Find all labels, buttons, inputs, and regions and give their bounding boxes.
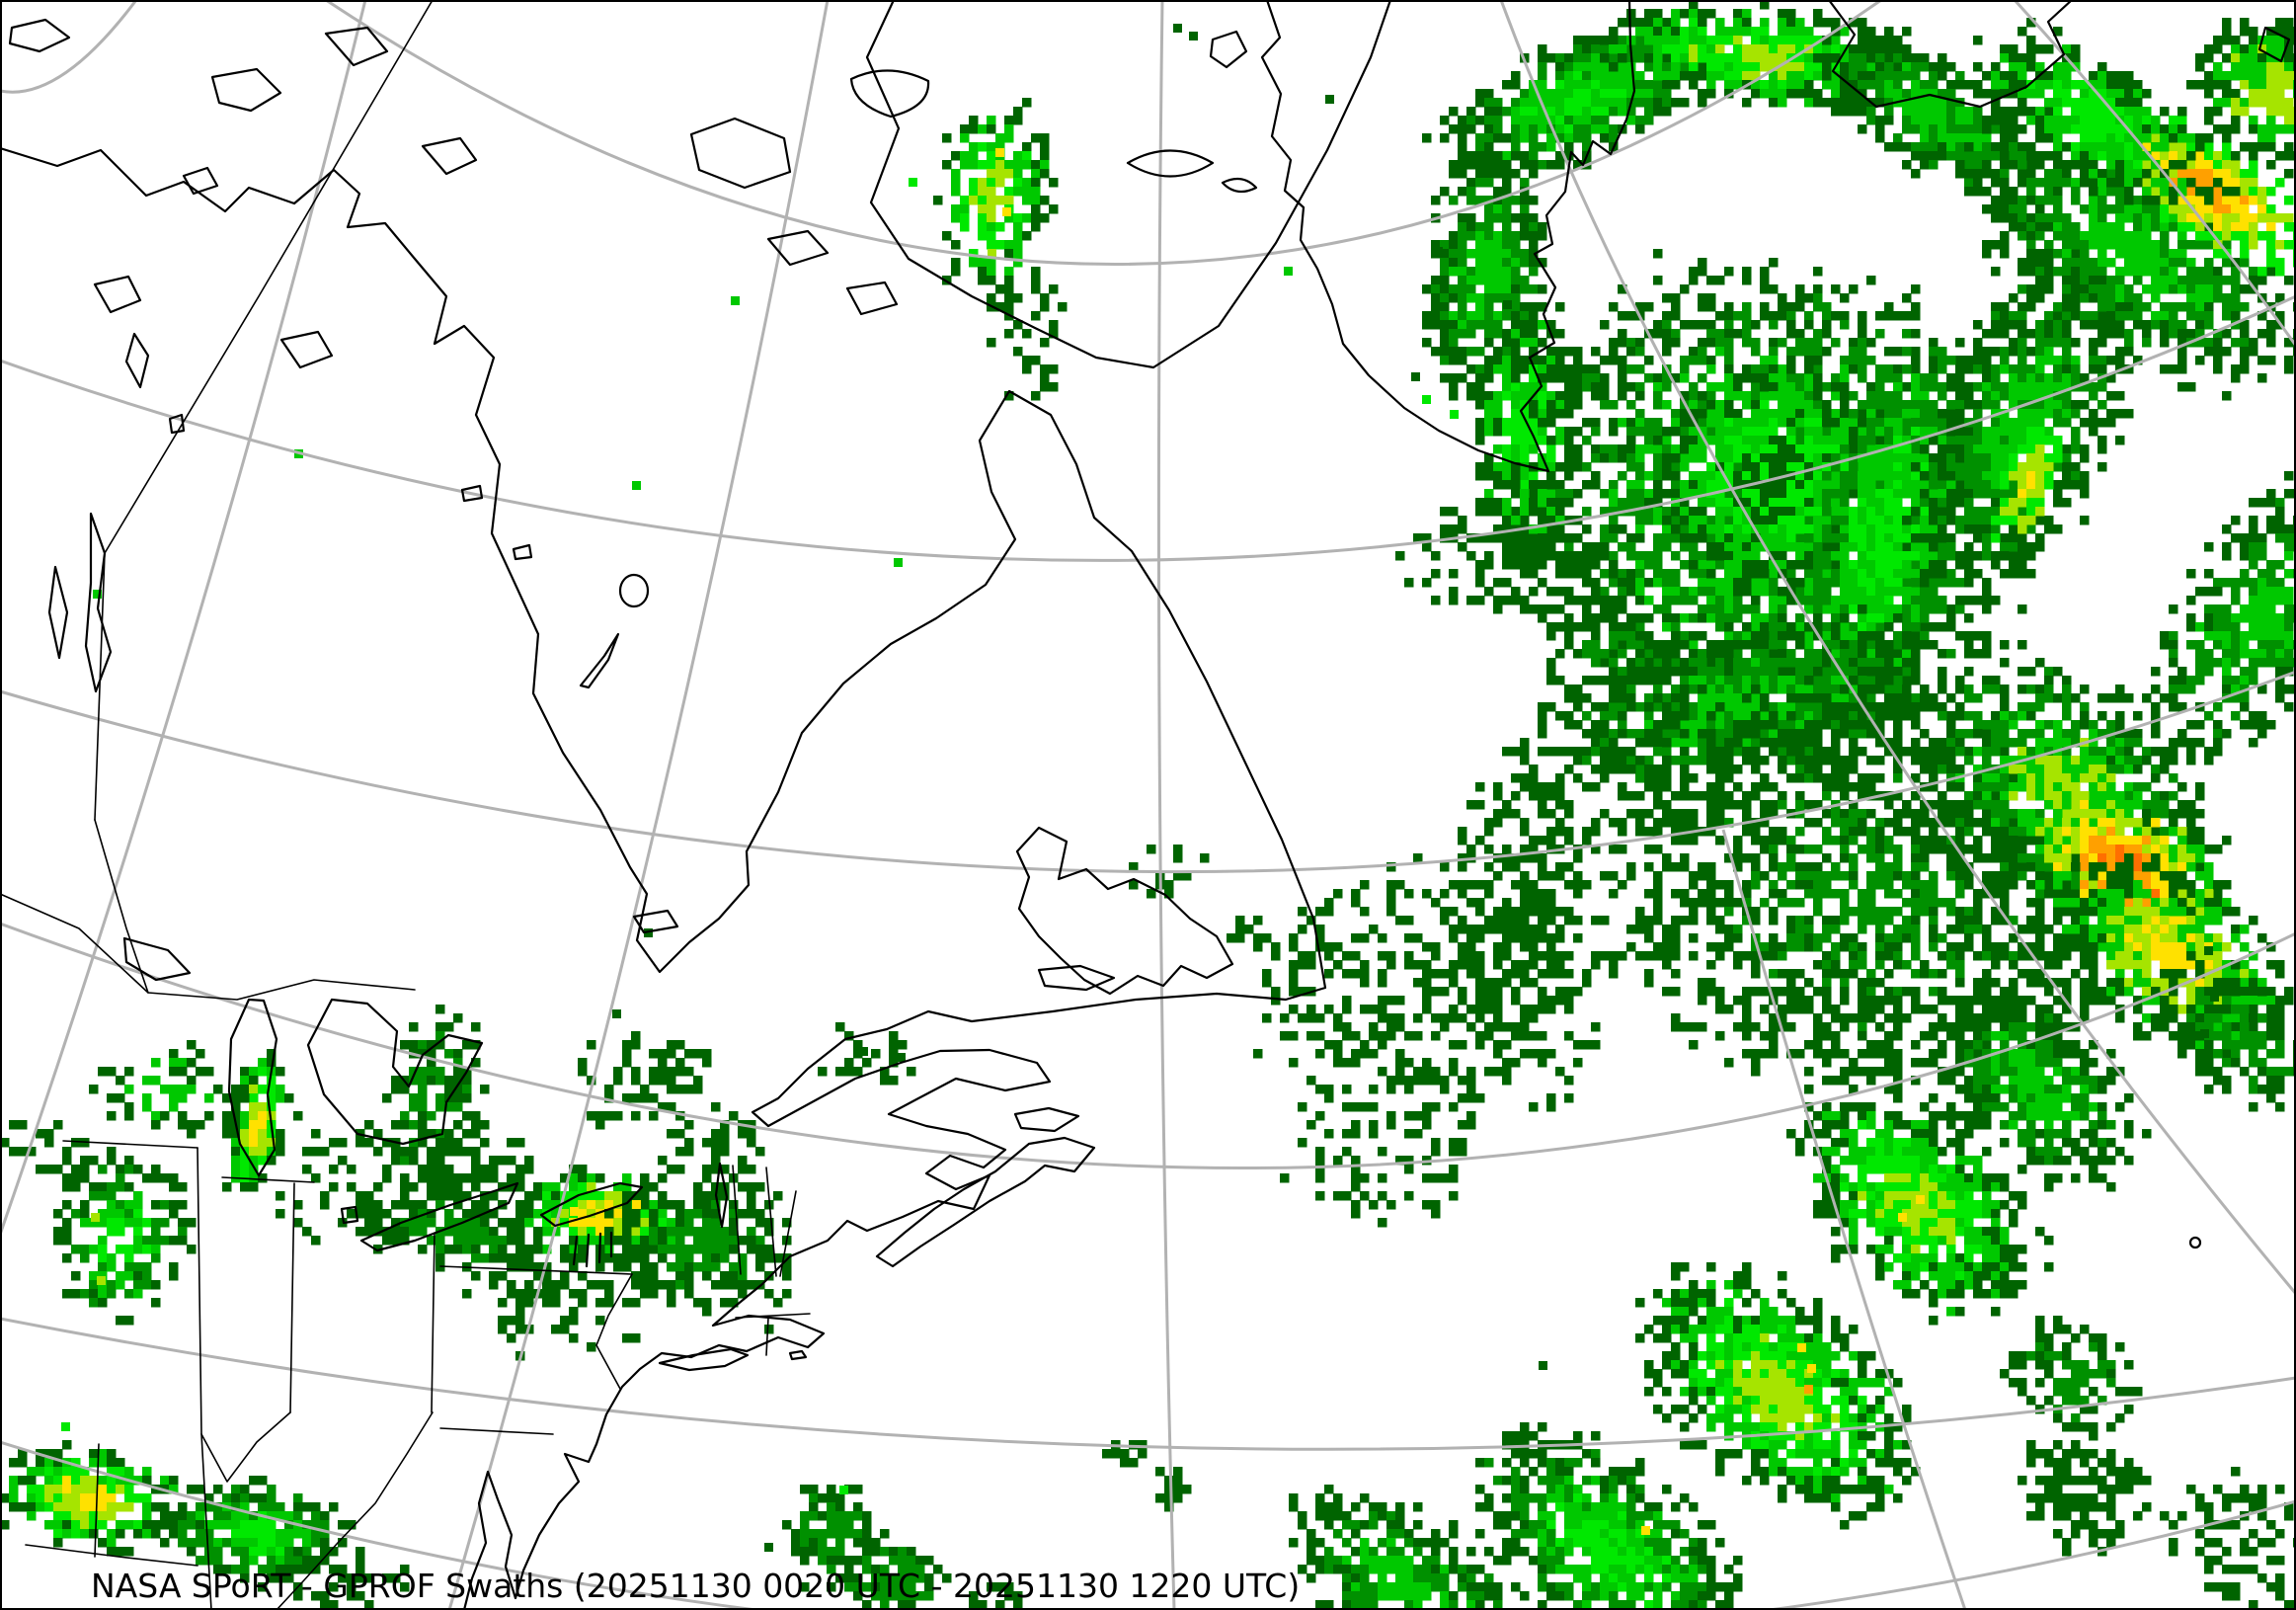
map-caption: NASA SPoRT - GPROF Swaths (20251130 0020…: [91, 1567, 1301, 1605]
political-borders-layer: [0, 0, 811, 1610]
